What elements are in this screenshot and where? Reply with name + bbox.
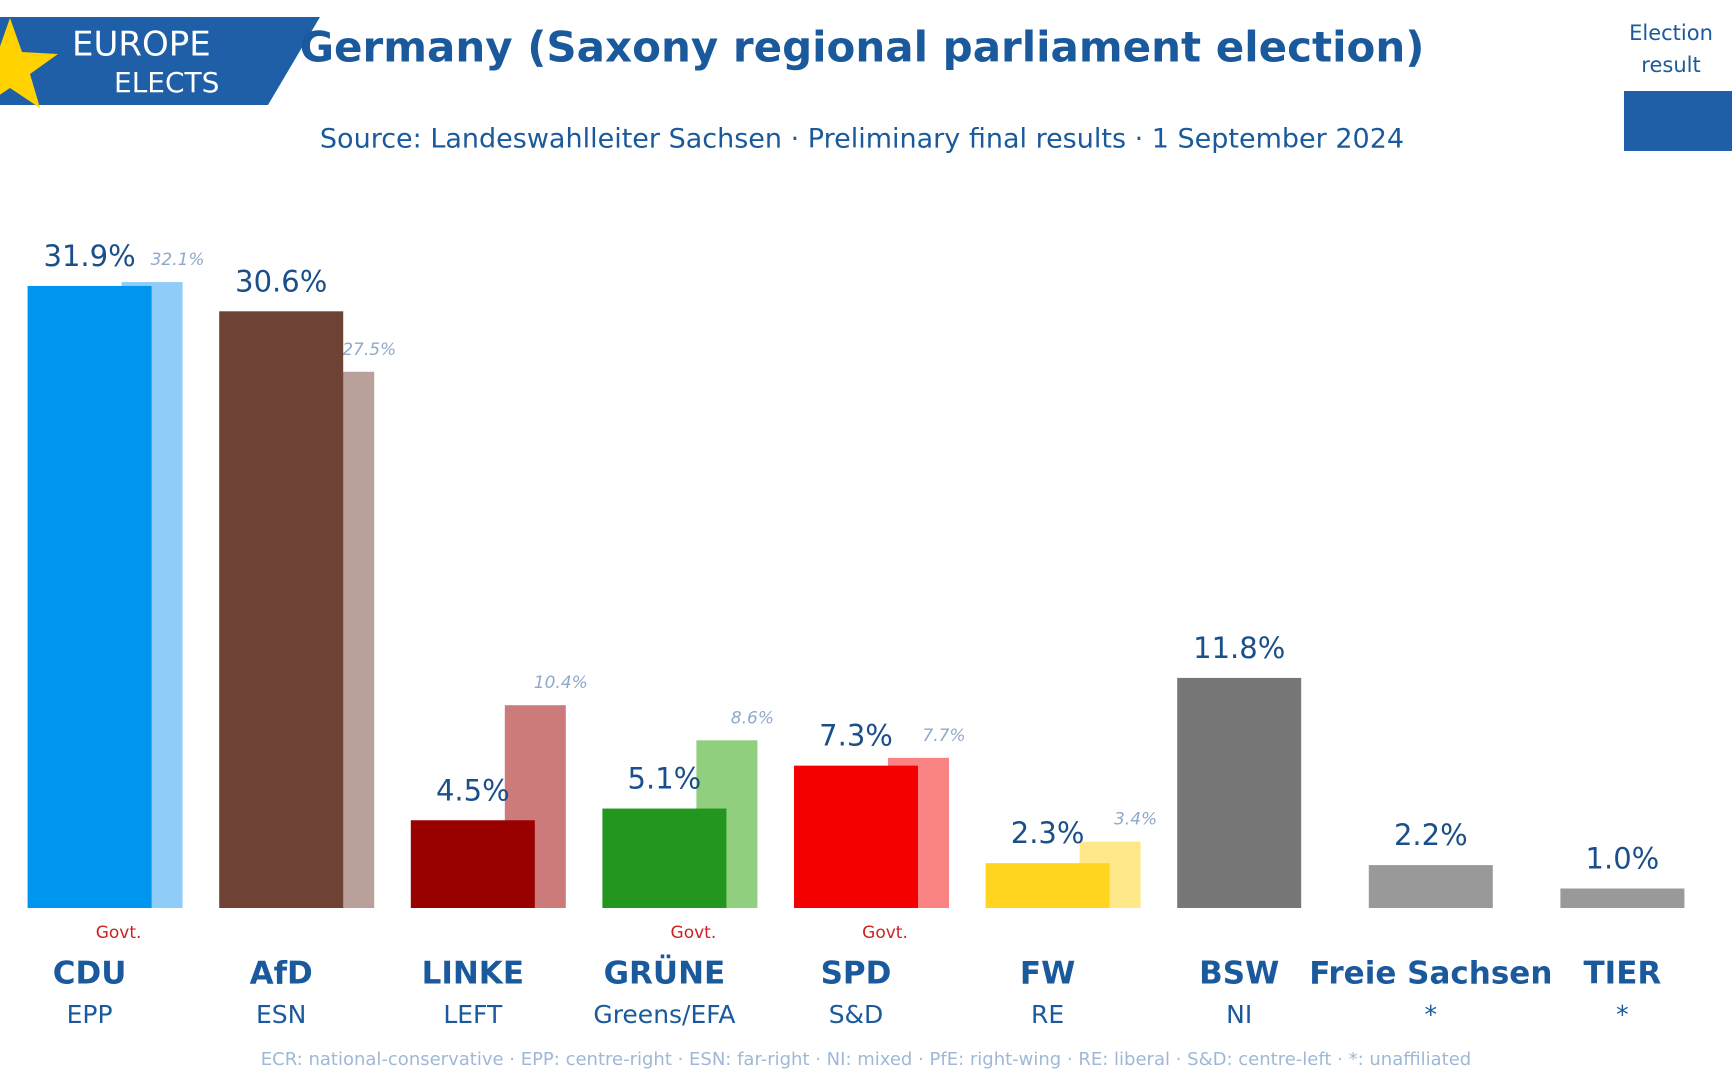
value-label: 7.3% (819, 719, 893, 753)
category-label: Freie Sachsen (1309, 956, 1552, 992)
legend-swatch (1624, 91, 1732, 151)
value-label: 4.5% (436, 773, 510, 807)
group-label: LEFT (443, 1000, 503, 1029)
value-label: 2.3% (1011, 816, 1085, 850)
group-label: EPP (67, 1000, 113, 1029)
group-label: * (1616, 1000, 1629, 1029)
category-label: AfD (250, 956, 313, 992)
logo-text: EUROPE (72, 25, 211, 65)
govt-label: Govt. (96, 923, 142, 943)
previous-value-label: 7.7% (922, 726, 965, 746)
bar (27, 285, 152, 908)
govt-label: Govt. (671, 923, 717, 943)
category-label: BSW (1199, 956, 1279, 992)
category-label: CDU (53, 956, 127, 992)
legend-label: Election result (1629, 21, 1713, 77)
chart-title: Germany (Saxony regional parliament elec… (300, 23, 1425, 72)
value-label: 30.6% (235, 264, 327, 298)
logo-text: ELECTS (114, 66, 219, 99)
category-label: LINKE (422, 956, 524, 992)
category-label: FW (1020, 956, 1075, 992)
group-label: ESN (256, 1000, 306, 1029)
category-label: GRÜNE (604, 955, 726, 992)
previous-value-label: 32.1% (151, 250, 205, 270)
value-label: 2.2% (1394, 818, 1468, 852)
logo-star (0, 18, 58, 108)
value-label: 31.9% (44, 239, 136, 273)
bar (602, 808, 727, 908)
govt-label: Govt. (862, 923, 908, 943)
value-label: 11.8% (1193, 631, 1285, 665)
logo-banner (0, 17, 320, 105)
bar (410, 820, 535, 908)
chart-subtitle: Source: Landeswahlleiter Sachsen · Preli… (320, 124, 1404, 155)
category-label: SPD (821, 956, 892, 992)
bar (985, 863, 1110, 908)
footnote: ECR: national-conservative · EPP: centre… (261, 1049, 1471, 1070)
previous-value-label: 3.4% (1114, 810, 1157, 830)
category-label: TIER (1584, 956, 1662, 992)
group-label: RE (1031, 1000, 1064, 1029)
previous-value-label: 8.6% (731, 708, 774, 728)
bar (1560, 888, 1685, 908)
bar (1177, 677, 1302, 908)
previous-value-label: 27.5% (342, 340, 396, 360)
value-label: 5.1% (628, 762, 702, 796)
value-label: 1.0% (1586, 842, 1660, 876)
bar (794, 765, 918, 908)
group-label: * (1425, 1000, 1438, 1029)
group-label: NI (1226, 1000, 1252, 1029)
previous-value-label: 10.4% (534, 673, 588, 693)
bar (1368, 865, 1493, 908)
group-label: Greens/EFA (593, 1000, 735, 1029)
group-label: S&D (829, 1000, 884, 1029)
bar (219, 311, 344, 908)
